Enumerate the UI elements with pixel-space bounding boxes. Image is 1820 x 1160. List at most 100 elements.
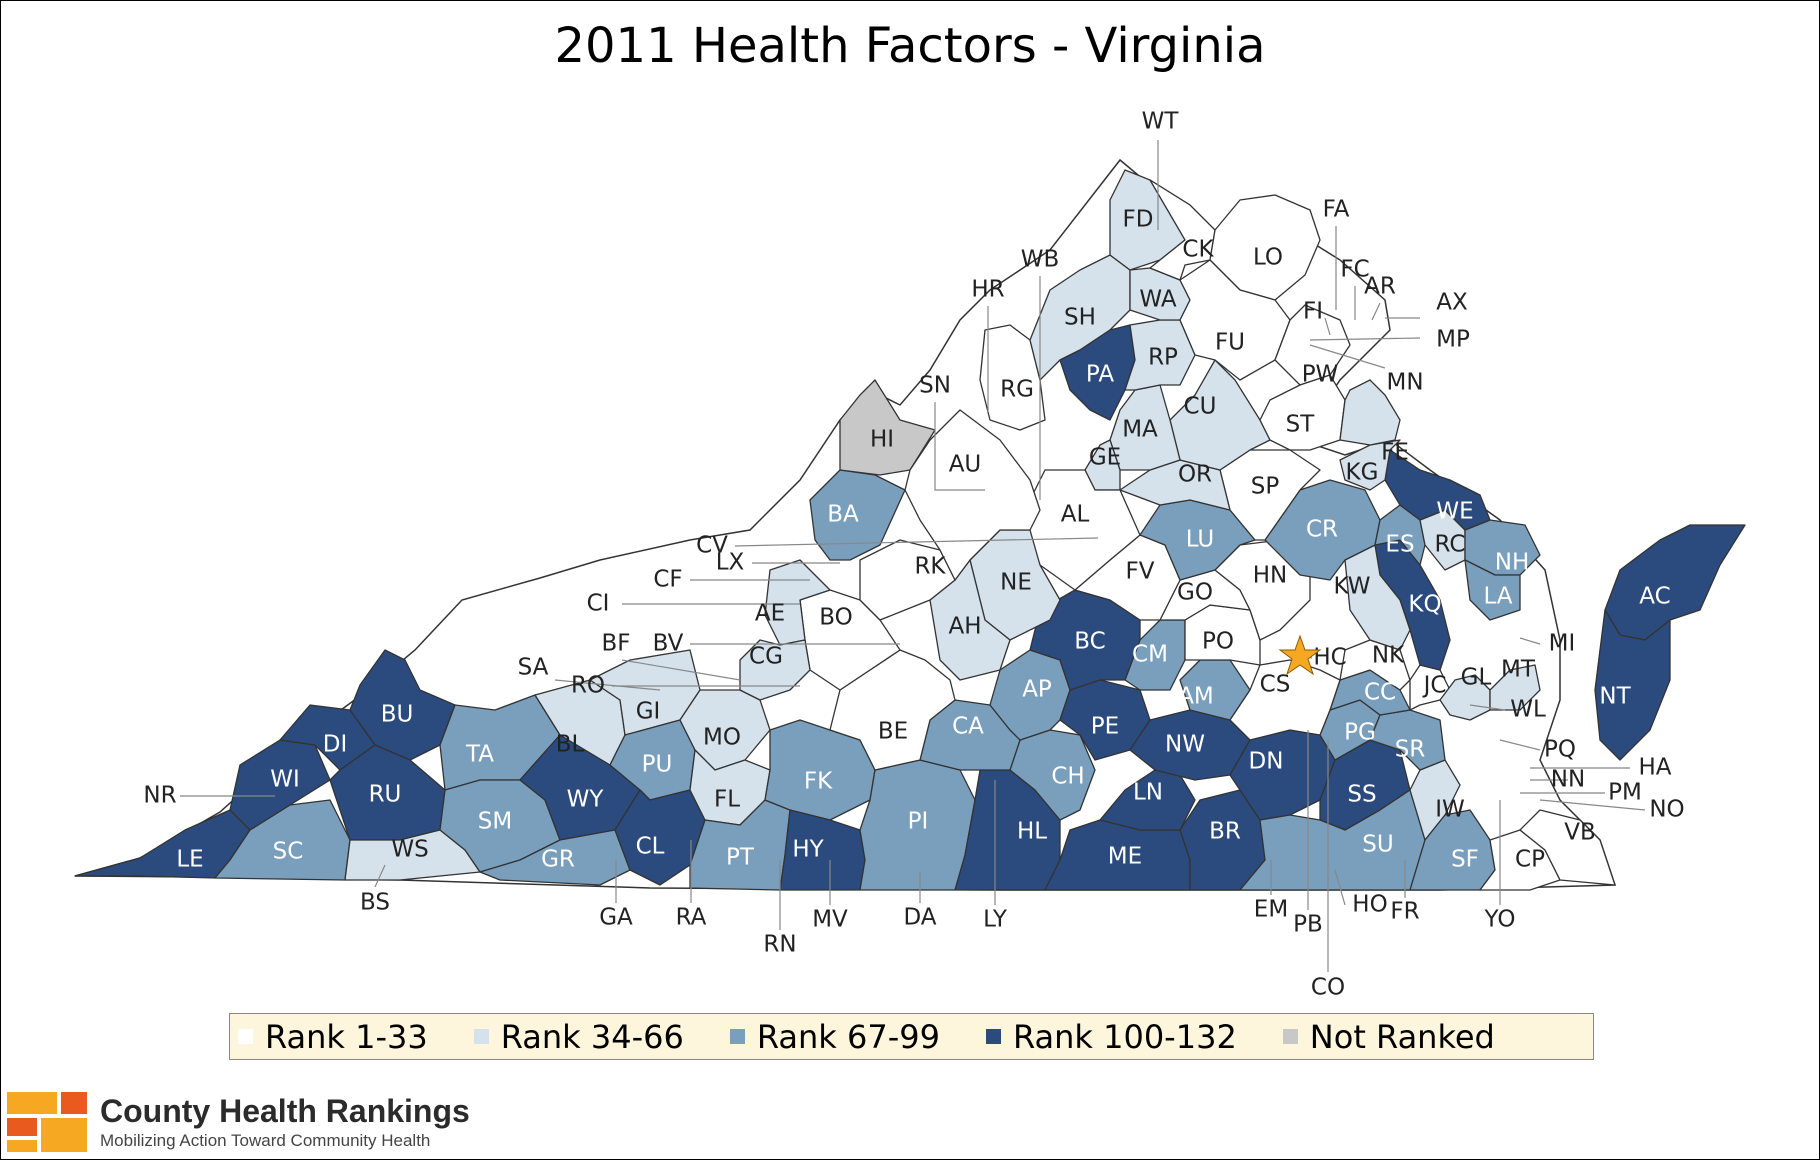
county-label-es: ES — [1385, 532, 1414, 558]
county-label-sm: SM — [478, 809, 512, 835]
county-ma — [1109, 384, 1181, 471]
callout-label-ga: GA — [599, 905, 633, 931]
county-label-ta: TA — [465, 742, 494, 768]
county-label-sp: SP — [1251, 474, 1280, 500]
county-label-fd: FD — [1123, 207, 1154, 233]
county-label-nh: NH — [1495, 550, 1530, 576]
county-wi — [229, 739, 331, 831]
callout-label-hr: HR — [971, 277, 1004, 303]
county-label-ss: SS — [1347, 782, 1376, 808]
county-label-bu: BU — [381, 702, 414, 728]
richmond-star-icon — [1278, 634, 1322, 676]
county-hn — [1214, 539, 1311, 641]
leader-fi — [1324, 317, 1331, 336]
county-label-fu: FU — [1215, 330, 1245, 356]
brand-name: County Health Rankings — [100, 1093, 470, 1129]
callout-label-lx: LX — [716, 550, 745, 576]
county-label-wa: WA — [1139, 287, 1176, 313]
county-label-pt: PT — [726, 845, 755, 871]
leader-mi — [1519, 637, 1541, 645]
county-label-cl: CL — [636, 834, 665, 860]
county-label-bc: BC — [1074, 629, 1105, 655]
callout-label-pb: PB — [1293, 912, 1323, 938]
leader-mp — [1309, 337, 1421, 341]
callout-label-sn: SN — [919, 373, 951, 399]
callout-leader-lines — [180, 140, 1646, 972]
legend-swatch — [1282, 1029, 1298, 1044]
county-label-ca: CA — [952, 714, 984, 740]
legend-swatch — [473, 1029, 489, 1044]
callout-label-yo: YO — [1484, 907, 1516, 933]
callout-label-ly: LY — [983, 907, 1008, 933]
county-label-or: OR — [1178, 462, 1212, 488]
county-label-vb: VB — [1564, 820, 1596, 846]
brand-tagline: Mobilizing Action Toward Community Healt… — [100, 1131, 431, 1150]
county-ae — [764, 559, 831, 646]
county-label-wi: WI — [270, 767, 300, 793]
leader-no — [1539, 799, 1646, 811]
county-label-lu: LU — [1186, 527, 1215, 553]
county-label-ac: AC — [1639, 584, 1670, 610]
county-label-gr: GR — [541, 847, 575, 873]
legend-swatch — [729, 1029, 745, 1044]
callout-label-no: NO — [1649, 797, 1684, 823]
callout-label-cv: CV — [696, 533, 728, 559]
county-label-cc: CC — [1364, 680, 1396, 706]
leader-pq — [1499, 739, 1541, 751]
county-label-ru: RU — [369, 782, 402, 808]
legend-item: Rank 67-99 — [729, 1017, 940, 1056]
county-label-rc: RC — [1435, 532, 1466, 558]
legend-label: Rank 1-33 — [265, 1017, 428, 1056]
county-label-fe: FE — [1381, 440, 1409, 466]
county-label-am: AM — [1178, 684, 1214, 710]
county-label-su: SU — [1362, 832, 1393, 858]
map-legend: Rank 1-33 Rank 34-66 Rank 67-99 Rank 100-13… — [229, 1013, 1594, 1060]
county-rk — [859, 539, 956, 621]
county-label-bl: BL — [556, 732, 585, 758]
county-label-pu: PU — [642, 752, 673, 778]
county-label-pw: PW — [1302, 362, 1339, 388]
callout-label-bs: BS — [360, 890, 390, 916]
county-label-br: BR — [1209, 819, 1241, 845]
county-kw — [1344, 544, 1411, 651]
county-pw — [1274, 304, 1351, 386]
legend-item: Rank 1-33 — [238, 1018, 428, 1056]
county-sp — [1219, 449, 1321, 541]
county-nt — [1594, 609, 1671, 761]
legend-label: Rank 34-66 — [500, 1017, 684, 1056]
county-label-iw: IW — [1435, 797, 1465, 823]
callout-label-mn: MN — [1386, 370, 1423, 396]
county-label-we: WE — [1436, 499, 1473, 525]
leader-sa — [554, 679, 661, 691]
county-la — [1464, 559, 1521, 621]
callout-label-fc: FC — [1340, 257, 1369, 283]
callout-label-cf: CF — [653, 567, 682, 593]
county-label-ma: MA — [1122, 417, 1158, 443]
county-label-cr: CR — [1306, 517, 1338, 543]
callout-label-pq: PQ — [1544, 737, 1576, 763]
county-label-fl: FL — [714, 787, 740, 813]
legend-item: Rank 34-66 — [473, 1017, 684, 1056]
county-label-be: BE — [878, 719, 908, 745]
callout-label-nn: NN — [1551, 767, 1585, 793]
callout-label-mp: MP — [1436, 327, 1470, 353]
county-label-ck: CK — [1182, 237, 1214, 263]
county-label-ba: BA — [827, 502, 859, 528]
county-label-pi: PI — [908, 809, 929, 835]
leader-cv — [734, 537, 1099, 547]
county-label-rg: RG — [1000, 377, 1034, 403]
county-label-lo: LO — [1253, 245, 1283, 271]
callout-label-rn: RN — [763, 932, 796, 958]
callout-label-ax: AX — [1436, 290, 1468, 316]
county-label-di: DI — [323, 732, 348, 758]
county-fe — [1339, 379, 1401, 446]
legend-label: Rank 67-99 — [756, 1017, 940, 1056]
county-label-ws: WS — [391, 837, 428, 863]
county-label-sr: SR — [1395, 737, 1426, 763]
county-label-kq: KQ — [1408, 592, 1441, 618]
county-label-kw: KW — [1333, 574, 1370, 600]
county-label-cp: CP — [1515, 847, 1545, 873]
county-label-sf: SF — [1451, 847, 1479, 873]
callout-label-bv: BV — [653, 631, 684, 657]
leader-ho — [1334, 869, 1346, 906]
